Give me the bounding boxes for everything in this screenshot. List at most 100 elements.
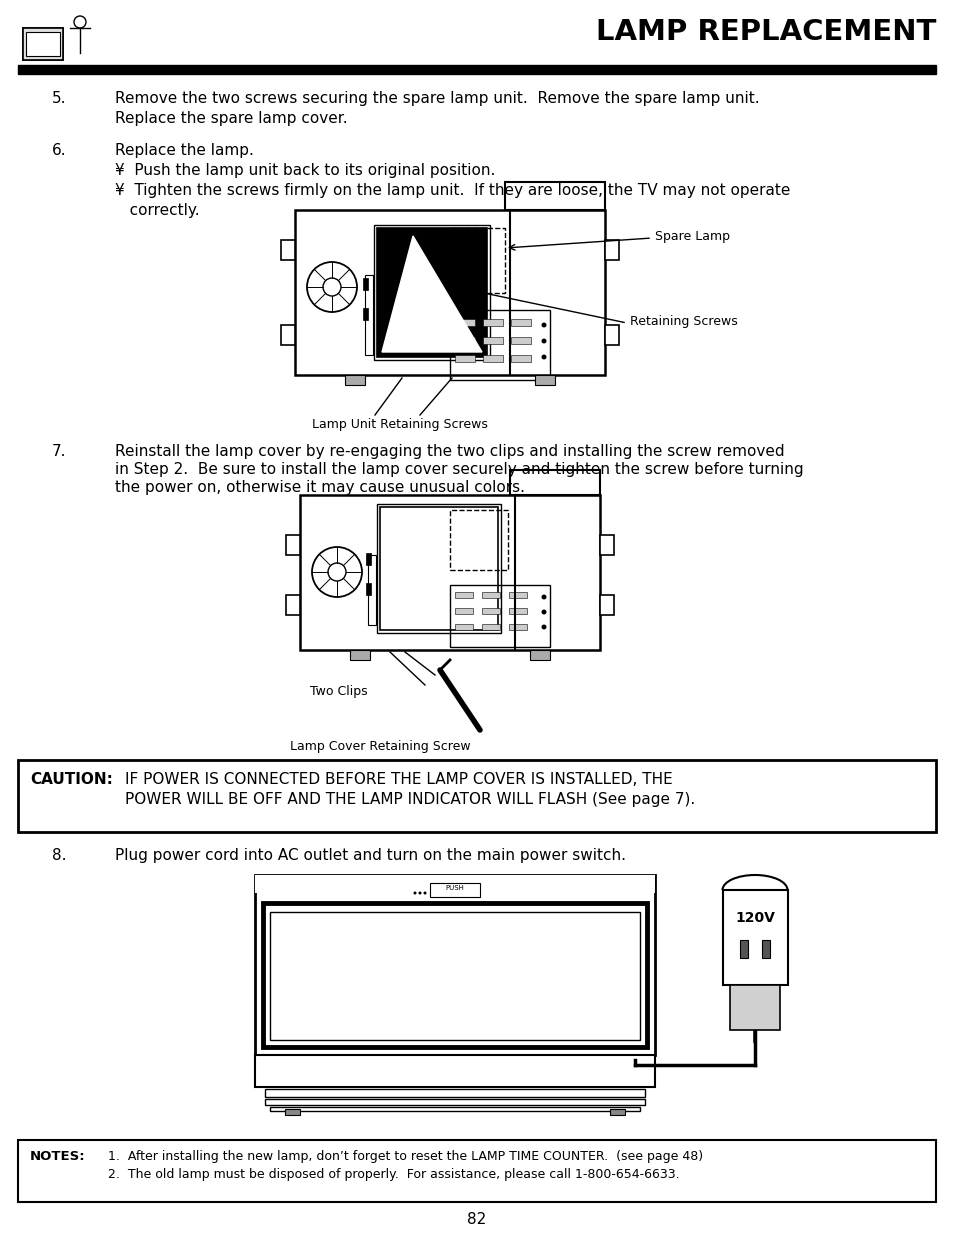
Text: 2.  The old lamp must be disposed of properly.  For assistance, please call 1-80: 2. The old lamp must be disposed of prop… bbox=[108, 1168, 679, 1181]
Bar bbox=[455, 337, 475, 345]
Bar bbox=[366, 583, 371, 595]
Bar bbox=[281, 240, 294, 261]
Bar bbox=[376, 504, 500, 634]
Text: 7.: 7. bbox=[52, 445, 67, 459]
Text: correctly.: correctly. bbox=[115, 203, 199, 219]
Text: Retaining Screws: Retaining Screws bbox=[629, 315, 737, 329]
Bar bbox=[254, 876, 655, 1055]
Circle shape bbox=[541, 610, 546, 615]
Bar bbox=[604, 240, 618, 261]
Bar bbox=[265, 1099, 644, 1105]
Bar bbox=[23, 28, 63, 61]
Bar bbox=[285, 1109, 299, 1115]
Bar bbox=[509, 624, 526, 630]
Bar bbox=[481, 624, 499, 630]
Text: PUSH: PUSH bbox=[445, 885, 464, 890]
Circle shape bbox=[413, 892, 416, 894]
Bar bbox=[455, 608, 473, 614]
Bar bbox=[379, 508, 497, 630]
Bar bbox=[294, 210, 604, 375]
Bar bbox=[599, 535, 614, 555]
Bar bbox=[504, 182, 604, 210]
Text: LAMP REPLACEMENT: LAMP REPLACEMENT bbox=[595, 19, 935, 46]
Bar bbox=[481, 608, 499, 614]
Text: ¥  Push the lamp unit back to its original position.: ¥ Push the lamp unit back to its origina… bbox=[115, 163, 495, 178]
Circle shape bbox=[423, 892, 426, 894]
Bar bbox=[511, 319, 531, 326]
Bar bbox=[18, 760, 935, 832]
Bar bbox=[254, 1055, 655, 1087]
Bar bbox=[511, 337, 531, 345]
Bar bbox=[482, 337, 502, 345]
Bar bbox=[368, 555, 375, 625]
Bar bbox=[363, 308, 368, 320]
Circle shape bbox=[418, 892, 421, 894]
Bar bbox=[599, 595, 614, 615]
Text: ¥  Tighten the screws firmly on the lamp unit.  If they are loose, the TV may no: ¥ Tighten the screws firmly on the lamp … bbox=[115, 183, 789, 198]
Bar bbox=[430, 883, 479, 897]
Bar bbox=[345, 375, 365, 385]
Text: POWER WILL BE OFF AND THE LAMP INDICATOR WILL FLASH (See page 7).: POWER WILL BE OFF AND THE LAMP INDICATOR… bbox=[125, 792, 695, 806]
Text: IF POWER IS CONNECTED BEFORE THE LAMP COVER IS INSTALLED, THE: IF POWER IS CONNECTED BEFORE THE LAMP CO… bbox=[125, 772, 672, 787]
Circle shape bbox=[541, 322, 546, 327]
Text: Remove the two screws securing the spare lamp unit.  Remove the spare lamp unit.: Remove the two screws securing the spare… bbox=[115, 91, 759, 106]
Bar bbox=[740, 940, 747, 958]
Circle shape bbox=[541, 625, 546, 630]
Bar bbox=[729, 986, 780, 1030]
Bar bbox=[363, 278, 368, 290]
Text: 8.: 8. bbox=[52, 848, 67, 863]
Bar bbox=[509, 608, 526, 614]
Bar bbox=[455, 624, 473, 630]
Bar bbox=[509, 592, 526, 598]
Bar bbox=[263, 903, 646, 1047]
Bar bbox=[761, 940, 769, 958]
Text: Lamp Cover Retaining Screw: Lamp Cover Retaining Screw bbox=[290, 740, 470, 753]
Bar bbox=[286, 535, 299, 555]
Bar bbox=[376, 228, 486, 357]
Polygon shape bbox=[381, 236, 481, 352]
Circle shape bbox=[541, 594, 546, 599]
Bar bbox=[270, 1107, 639, 1112]
Bar bbox=[450, 310, 550, 380]
Bar bbox=[535, 375, 555, 385]
Text: 120V: 120V bbox=[735, 911, 774, 925]
Bar bbox=[254, 876, 655, 893]
Bar bbox=[26, 32, 60, 56]
Circle shape bbox=[541, 338, 546, 343]
Text: the power on, otherwise it may cause unusual colors.: the power on, otherwise it may cause unu… bbox=[115, 480, 524, 495]
Bar bbox=[281, 325, 294, 345]
Text: NOTES:: NOTES: bbox=[30, 1150, 86, 1163]
Text: Spare Lamp: Spare Lamp bbox=[655, 230, 729, 243]
Bar bbox=[374, 225, 490, 359]
Bar bbox=[18, 65, 935, 74]
Bar bbox=[482, 354, 502, 362]
Text: Reinstall the lamp cover by re-engaging the two clips and installing the screw r: Reinstall the lamp cover by re-engaging … bbox=[115, 445, 783, 459]
Text: Two Clips: Two Clips bbox=[310, 685, 367, 698]
Bar bbox=[270, 911, 639, 1040]
Bar bbox=[609, 1109, 624, 1115]
Bar bbox=[455, 319, 475, 326]
Text: 82: 82 bbox=[467, 1213, 486, 1228]
Bar bbox=[350, 650, 370, 659]
Bar bbox=[366, 553, 371, 564]
Bar bbox=[510, 471, 599, 495]
Bar bbox=[481, 592, 499, 598]
Bar bbox=[455, 592, 473, 598]
Bar bbox=[511, 354, 531, 362]
Bar bbox=[530, 650, 550, 659]
Circle shape bbox=[74, 16, 86, 28]
Circle shape bbox=[541, 354, 546, 359]
Text: Replace the spare lamp cover.: Replace the spare lamp cover. bbox=[115, 111, 347, 126]
Text: Plug power cord into AC outlet and turn on the main power switch.: Plug power cord into AC outlet and turn … bbox=[115, 848, 625, 863]
Bar bbox=[604, 325, 618, 345]
Text: Lamp Unit Retaining Screws: Lamp Unit Retaining Screws bbox=[312, 417, 487, 431]
Text: Replace the lamp.: Replace the lamp. bbox=[115, 143, 253, 158]
Text: 1.  After installing the new lamp, don’t forget to reset the LAMP TIME COUNTER. : 1. After installing the new lamp, don’t … bbox=[108, 1150, 702, 1163]
Bar bbox=[482, 319, 502, 326]
Bar bbox=[286, 595, 299, 615]
Text: CAUTION:: CAUTION: bbox=[30, 772, 112, 787]
Bar bbox=[450, 228, 504, 293]
Bar bbox=[450, 510, 507, 571]
Text: 5.: 5. bbox=[52, 91, 67, 106]
Bar bbox=[299, 495, 599, 650]
